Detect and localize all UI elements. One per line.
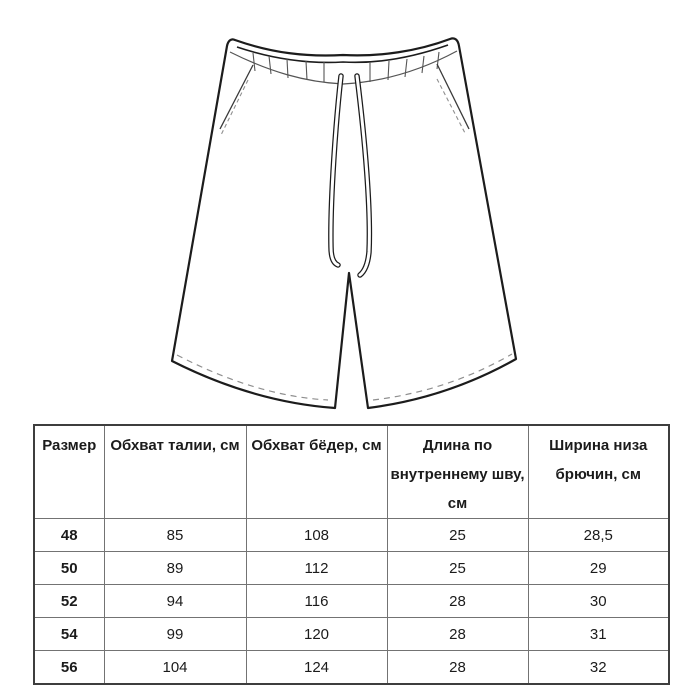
cell-inseam: 25	[386, 551, 529, 585]
right-pocket-stitch-line	[436, 78, 467, 136]
size-table: Размер Обхват талии, см Обхват бёдер, см…	[33, 424, 670, 685]
table-row-size-54: 54 99 120 28 31	[33, 617, 670, 651]
cell-size: 50	[33, 551, 105, 585]
column-header-inseam-length: Длина по внутреннему шву, см	[386, 424, 529, 519]
cell-inseam: 28	[386, 584, 529, 618]
waistband-fold-line	[236, 44, 449, 64]
table-row-size-56: 56 104 124 28 32	[33, 650, 670, 685]
waistband-bottom-edge	[229, 50, 458, 85]
size-table-header-row: Размер Обхват талии, см Обхват бёдер, см…	[33, 424, 670, 519]
cell-waist: 89	[103, 551, 247, 585]
cell-hips: 108	[245, 518, 388, 552]
cell-size: 48	[33, 518, 105, 552]
cell-leg-width: 29	[527, 551, 670, 585]
drawstring-cords	[328, 73, 373, 278]
cell-size: 54	[33, 617, 105, 651]
cell-hips: 120	[245, 617, 388, 651]
cell-waist: 99	[103, 617, 247, 651]
table-row-size-48: 48 85 108 25 28,5	[33, 518, 670, 552]
cell-inseam: 28	[386, 617, 529, 651]
cell-leg-width: 31	[527, 617, 670, 651]
cell-hips: 112	[245, 551, 388, 585]
column-header-waist: Обхват талии, см	[103, 424, 247, 519]
column-header-size: Размер	[33, 424, 105, 519]
right-pocket-line	[436, 63, 470, 130]
table-row-size-52: 52 94 116 28 30	[33, 584, 670, 618]
left-pocket-line	[219, 64, 254, 130]
cell-leg-width: 32	[527, 650, 670, 685]
cell-size: 52	[33, 584, 105, 618]
cell-waist: 85	[103, 518, 247, 552]
cell-hips: 116	[245, 584, 388, 618]
column-header-leg-bottom-width: Ширина низа брючин, см	[527, 424, 670, 519]
left-pocket-stitch-line	[220, 79, 249, 136]
cell-hips: 124	[245, 650, 388, 685]
cell-leg-width: 30	[527, 584, 670, 618]
cell-waist: 104	[103, 650, 247, 685]
cell-size: 56	[33, 650, 105, 685]
cell-leg-width: 28,5	[527, 518, 670, 552]
column-header-hips: Обхват бёдер, см	[245, 424, 388, 519]
shorts-technical-drawing	[170, 37, 518, 410]
waistband-tick-marks	[252, 51, 440, 82]
table-row-size-50: 50 89 112 25 29	[33, 551, 670, 585]
cell-waist: 94	[103, 584, 247, 618]
shorts-body-outline	[170, 37, 518, 410]
shorts-flat-sketch-svg	[170, 37, 518, 410]
cell-inseam: 25	[386, 518, 529, 552]
cell-inseam: 28	[386, 650, 529, 685]
